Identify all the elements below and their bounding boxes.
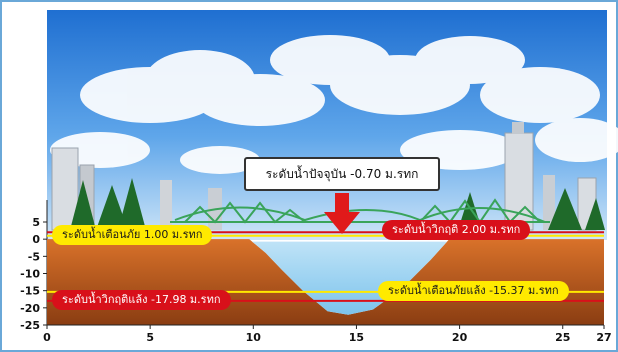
x-tick-label: 5 — [146, 331, 154, 344]
x-tick-label: 25 — [555, 331, 570, 344]
current-level-callout: ระดับน้ำปัจจุบัน -0.70 ม.รทก — [244, 157, 440, 191]
x-tick-label: 27 — [596, 331, 611, 344]
y-tick-label: -20 — [20, 302, 40, 315]
drought-critical-label: ระดับน้ำวิกฤติแล้ง -17.98 ม.รทก — [52, 290, 231, 310]
drought-warning-label: ระดับน้ำเตือนภัยแล้ง -15.37 ม.รทก — [378, 281, 569, 301]
y-tick-label: -5 — [28, 250, 40, 263]
river-water — [252, 241, 448, 315]
x-tick-label: 0 — [43, 331, 51, 344]
y-tick-label: -15 — [20, 285, 40, 298]
y-tick-label: -10 — [20, 268, 40, 281]
y-tick-label: 5 — [32, 216, 40, 229]
x-tick-label: 20 — [452, 331, 468, 344]
flood-critical-label: ระดับน้ำวิกฤติ 2.00 ม.รทก — [382, 220, 531, 240]
x-axis: 0 5 10 15 20 25 27 — [43, 324, 612, 344]
y-tick-label: -25 — [20, 319, 40, 332]
flood-warning-label: ระดับน้ำเตือนภัย 1.00 ม.รทก — [52, 225, 213, 245]
x-tick-label: 10 — [246, 331, 262, 344]
y-tick-label: 0 — [32, 233, 40, 246]
current-level-arrow — [324, 193, 360, 234]
x-tick-label: 15 — [349, 331, 364, 344]
